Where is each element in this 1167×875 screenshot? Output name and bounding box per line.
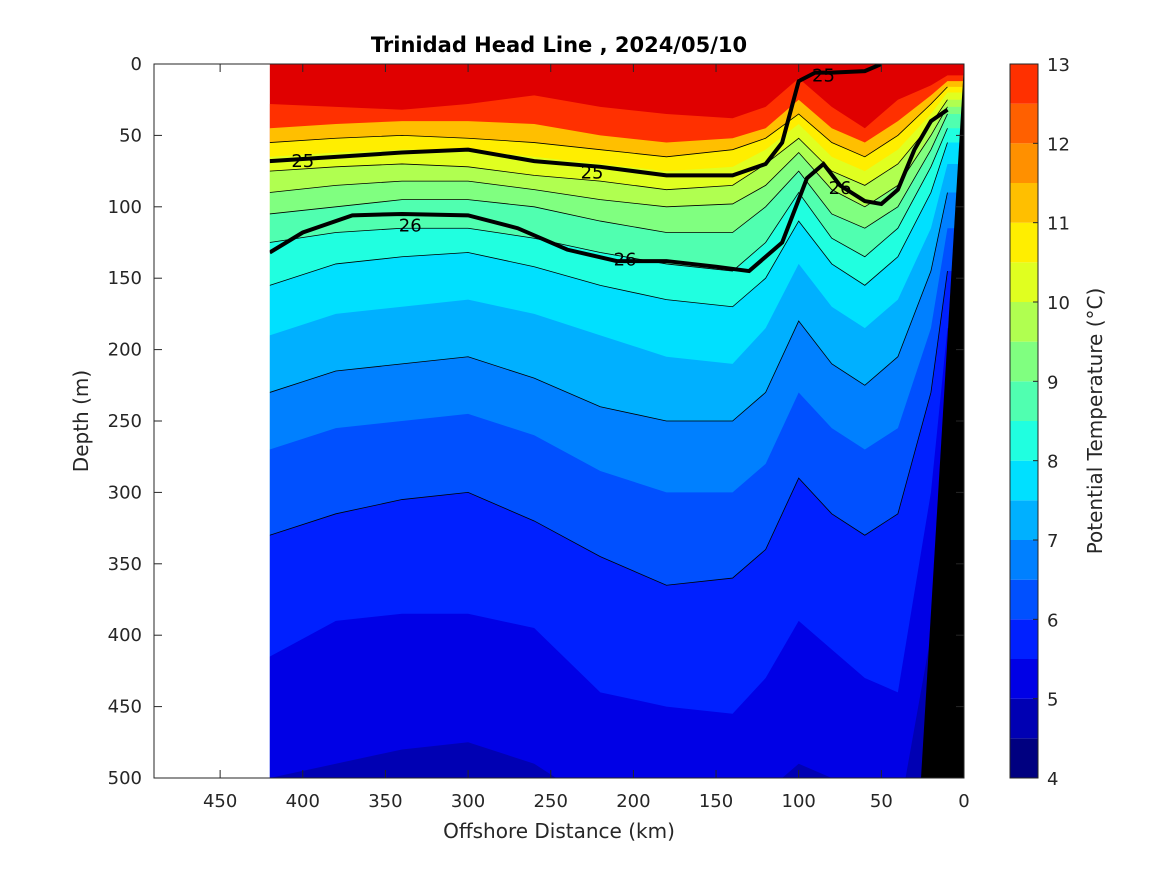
colorbar-swatch — [1010, 64, 1038, 104]
thin-contour-t10 — [269, 99, 948, 191]
y-tick-label: 100 — [108, 197, 142, 218]
colorbar-swatch — [1010, 619, 1038, 659]
y-axis-ticks: 0 50 100 150 200 250 300 350 400 450 500 — [108, 54, 964, 789]
contour-label-text: 25 — [812, 65, 835, 86]
colorbar-frame — [1009, 63, 1039, 779]
x-tick-label: 350 — [368, 791, 402, 812]
colorbar-swatch — [1010, 381, 1038, 421]
band-t5_5 — [269, 328, 964, 778]
y-tick-label: 500 — [108, 768, 142, 789]
y-tick-label: 50 — [119, 125, 142, 146]
colorbar-swatch — [1010, 698, 1038, 739]
colorbar-swatch — [1010, 579, 1038, 620]
y-tick-label: 350 — [108, 554, 142, 575]
colorbar-tick-label: 9 — [1047, 372, 1058, 393]
contour-label-26-2: 26 — [829, 178, 852, 199]
colorbar: 4 5 6 7 8 9 10 11 12 13 — [1009, 55, 1070, 790]
colorbar-swatch — [1010, 143, 1038, 183]
contour-label-25-2: 25 — [812, 65, 835, 86]
contour-labels: 25 25 25 26 26 26 — [291, 65, 852, 271]
colorbar-tick-label: 5 — [1047, 690, 1058, 711]
shelf-seafloor — [921, 64, 964, 778]
thin-contour-lines — [269, 86, 948, 586]
colorbar-swatch — [1010, 460, 1038, 501]
x-tick-label: 250 — [534, 791, 568, 812]
colorbar-swatch — [1010, 500, 1038, 540]
colorbar-tick-label: 6 — [1047, 610, 1058, 631]
thin-contour-t7 — [269, 192, 948, 422]
colorbar-swatch — [1010, 341, 1038, 382]
y-tick-label: 300 — [108, 482, 142, 503]
colorbar-tick-label: 10 — [1047, 293, 1070, 314]
contour-label-text: 26 — [829, 178, 852, 199]
colorbar-swatch — [1010, 302, 1038, 342]
x-tick-label: 450 — [203, 791, 237, 812]
x-axis-label: Offshore Distance (km) — [443, 819, 675, 843]
density-contour-lines — [268, 64, 949, 274]
thin-contour-t9_5 — [269, 106, 948, 208]
y-tick-label: 450 — [108, 697, 142, 718]
contour-label-text: 26 — [614, 250, 637, 271]
x-tick-label: 200 — [616, 791, 650, 812]
colorbar-swatch — [1010, 262, 1038, 302]
colorbar-tick-label: 8 — [1047, 452, 1058, 473]
contour-label-text: 25 — [581, 163, 604, 184]
thin-contour-t8_5 — [269, 128, 948, 272]
colorbar-tick-label: 11 — [1047, 214, 1070, 235]
x-axis-ticks: 450 400 350 300 250 200 150 100 50 0 — [203, 64, 970, 812]
colorbar-swatch — [1010, 421, 1038, 461]
contour-label-26-0: 26 — [399, 215, 422, 236]
density-contour-25 — [269, 64, 883, 178]
thin-contour-t9 — [269, 113, 948, 233]
thin-contour-t8 — [269, 142, 948, 308]
colorbar-swatch — [1010, 540, 1038, 580]
no-data-region — [154, 64, 270, 778]
x-tick-label: 150 — [699, 791, 733, 812]
colorbar-label: Potential Temperature (°C) — [1083, 288, 1107, 555]
thin-contour-t11 — [269, 86, 948, 158]
y-tick-label: 400 — [108, 625, 142, 646]
x-tick-label: 400 — [286, 791, 320, 812]
y-tick-label: 200 — [108, 340, 142, 361]
x-tick-label: 100 — [782, 791, 816, 812]
contour-label-25-0: 25 — [291, 151, 314, 172]
chart-title: Trinidad Head Line , 2024/05/10 — [371, 33, 747, 57]
colorbar-swatch — [1010, 222, 1038, 263]
contour-label-26-1: 26 — [614, 250, 637, 271]
x-tick-label: 300 — [451, 791, 485, 812]
colorbar-tick-label: 13 — [1047, 55, 1070, 76]
y-tick-label: 250 — [108, 411, 142, 432]
colorbar-tick-label: 12 — [1047, 134, 1070, 155]
contour-label-text: 25 — [291, 151, 314, 172]
colorbar-swatch — [1010, 738, 1038, 778]
colorbar-swatch — [1010, 183, 1038, 223]
y-tick-label: 150 — [108, 268, 142, 289]
colorbar-tick-label: 7 — [1047, 531, 1058, 552]
contour-label-25-1: 25 — [581, 163, 604, 184]
x-tick-label: 50 — [870, 791, 893, 812]
plot-area — [154, 64, 964, 778]
x-tick-label: 0 — [958, 791, 969, 812]
colorbar-swatch — [1010, 659, 1038, 699]
colorbar-tick-label: 4 — [1047, 769, 1058, 790]
colorbar-swatch — [1010, 103, 1038, 144]
contour-label-text: 26 — [399, 215, 422, 236]
density-contour-26 — [268, 108, 949, 274]
thin-contour-t6 — [269, 271, 948, 586]
y-axis-label: Depth (m) — [69, 370, 93, 472]
y-tick-label: 0 — [131, 54, 142, 75]
temperature-bands — [269, 64, 964, 778]
